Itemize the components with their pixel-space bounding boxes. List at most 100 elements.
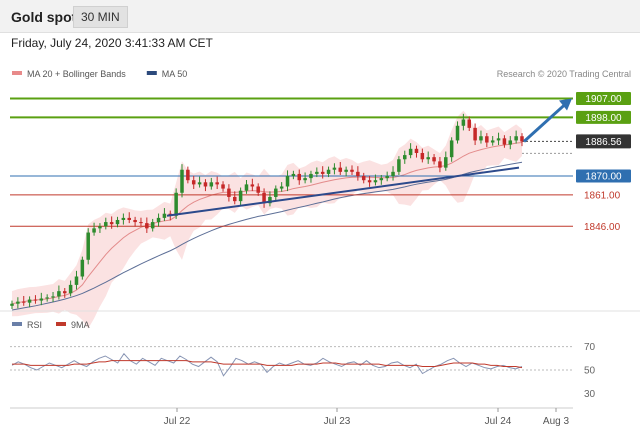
candle-body <box>121 217 126 220</box>
candle-body <box>133 219 137 223</box>
candle-body <box>373 180 378 183</box>
candle-body <box>297 173 301 181</box>
legend-label: MA 20 + Bollinger Bands <box>27 69 126 79</box>
candle-body <box>490 140 495 143</box>
price-panel: MA 20 + Bollinger Bands MA 50 Research © 2… <box>0 69 640 329</box>
candle-body <box>279 186 284 189</box>
level-value: 1898.00 <box>585 113 622 124</box>
instrument-title: Gold spot <box>11 9 77 25</box>
candle-body <box>221 184 225 189</box>
rsi-tick-label: 50 <box>584 366 596 377</box>
candle-body <box>461 119 466 126</box>
candle-body <box>186 169 190 181</box>
candle-body <box>180 169 184 193</box>
candle-body <box>244 184 249 191</box>
level-value: 1907.00 <box>585 94 622 105</box>
x-tick-label: Aug 3 <box>543 416 570 427</box>
candle-body <box>426 157 430 160</box>
candle-body <box>215 182 219 185</box>
candle-body <box>361 176 366 181</box>
candle-body <box>127 217 131 220</box>
candle-body <box>80 259 85 277</box>
rsi-legend-label: 9MA <box>71 320 90 330</box>
level-value: 1861.00 <box>584 190 621 201</box>
level-tag-pivot <box>576 169 631 183</box>
candle-body <box>473 127 477 141</box>
candle-body <box>274 188 278 197</box>
candle-body <box>326 169 331 174</box>
candle-body <box>414 148 419 153</box>
candle-body <box>262 192 266 204</box>
candle-body <box>496 138 501 141</box>
candle-body <box>379 178 384 181</box>
candle-body <box>227 188 231 197</box>
candle-body <box>309 173 313 179</box>
candle-body <box>39 298 44 301</box>
rsi-panel: RSI 9MA 70 50 30 <box>10 320 596 400</box>
candle-body <box>45 297 49 299</box>
candle-body <box>479 136 483 141</box>
candle-body <box>502 138 507 145</box>
x-tick-label: Jul 22 <box>164 416 191 427</box>
level-tag-target <box>576 92 631 106</box>
candle-body <box>508 140 513 145</box>
candle-body <box>86 232 90 260</box>
candle-body <box>332 167 337 170</box>
candle-body <box>455 125 460 141</box>
candle-body <box>209 182 214 187</box>
candle-body <box>174 192 178 216</box>
candle-body <box>385 176 389 179</box>
candle-body <box>16 301 20 304</box>
candle-body <box>156 217 161 223</box>
candle-body <box>285 176 290 187</box>
candle-body <box>449 140 454 158</box>
candle-body <box>63 291 67 294</box>
x-tick-label: Jul 23 <box>324 416 351 427</box>
candle-body <box>467 119 471 128</box>
candle-body <box>291 173 296 177</box>
current-price-value: 1886.56 <box>585 137 622 148</box>
legend-label: MA 50 <box>162 69 188 79</box>
candle-body <box>98 226 102 229</box>
candle-body <box>420 152 425 160</box>
rsi-legend-label: RSI <box>27 320 42 330</box>
forecast-arrow-head <box>559 98 572 111</box>
candle-body <box>238 190 243 202</box>
ma50-line <box>11 161 523 311</box>
candle-body <box>233 196 237 202</box>
legend-swatch <box>12 71 22 75</box>
x-axis: Jul 22 Jul 23 Jul 24 Aug 3 <box>10 407 573 427</box>
candle-body <box>514 136 518 141</box>
candle-body <box>303 178 307 181</box>
candle-body <box>115 219 120 225</box>
candle-body <box>408 148 413 156</box>
ma20-line <box>11 142 523 305</box>
rsi-tick-label: 70 <box>584 342 596 353</box>
credit-text: Research © 2020 Trading Central <box>497 69 631 79</box>
candle-body <box>92 228 96 233</box>
current-price-tag <box>576 134 631 149</box>
candle-body <box>444 157 448 168</box>
candle-body <box>139 222 143 224</box>
candle-body <box>203 182 208 187</box>
candle-body <box>74 276 79 285</box>
candle-body <box>391 171 395 177</box>
legend-swatch <box>146 71 157 75</box>
chart-datetime: Friday, July 24, 2020 3:41:33 AM CET <box>11 36 213 50</box>
candle-body <box>104 222 108 227</box>
candle-body <box>27 299 32 303</box>
candle-body <box>320 171 325 174</box>
candle-body <box>33 299 38 301</box>
timeframe-badge[interactable]: 30 MIN <box>73 6 128 28</box>
candle-body <box>397 159 401 172</box>
candle-body <box>162 213 167 218</box>
candle-body <box>403 155 407 160</box>
candle-body <box>109 222 114 225</box>
candle-body <box>438 161 442 168</box>
level-value: 1846.00 <box>584 222 621 233</box>
candle-body <box>344 169 348 172</box>
candle-body <box>51 296 55 298</box>
candle-body <box>10 303 14 306</box>
candle-body <box>191 180 196 185</box>
